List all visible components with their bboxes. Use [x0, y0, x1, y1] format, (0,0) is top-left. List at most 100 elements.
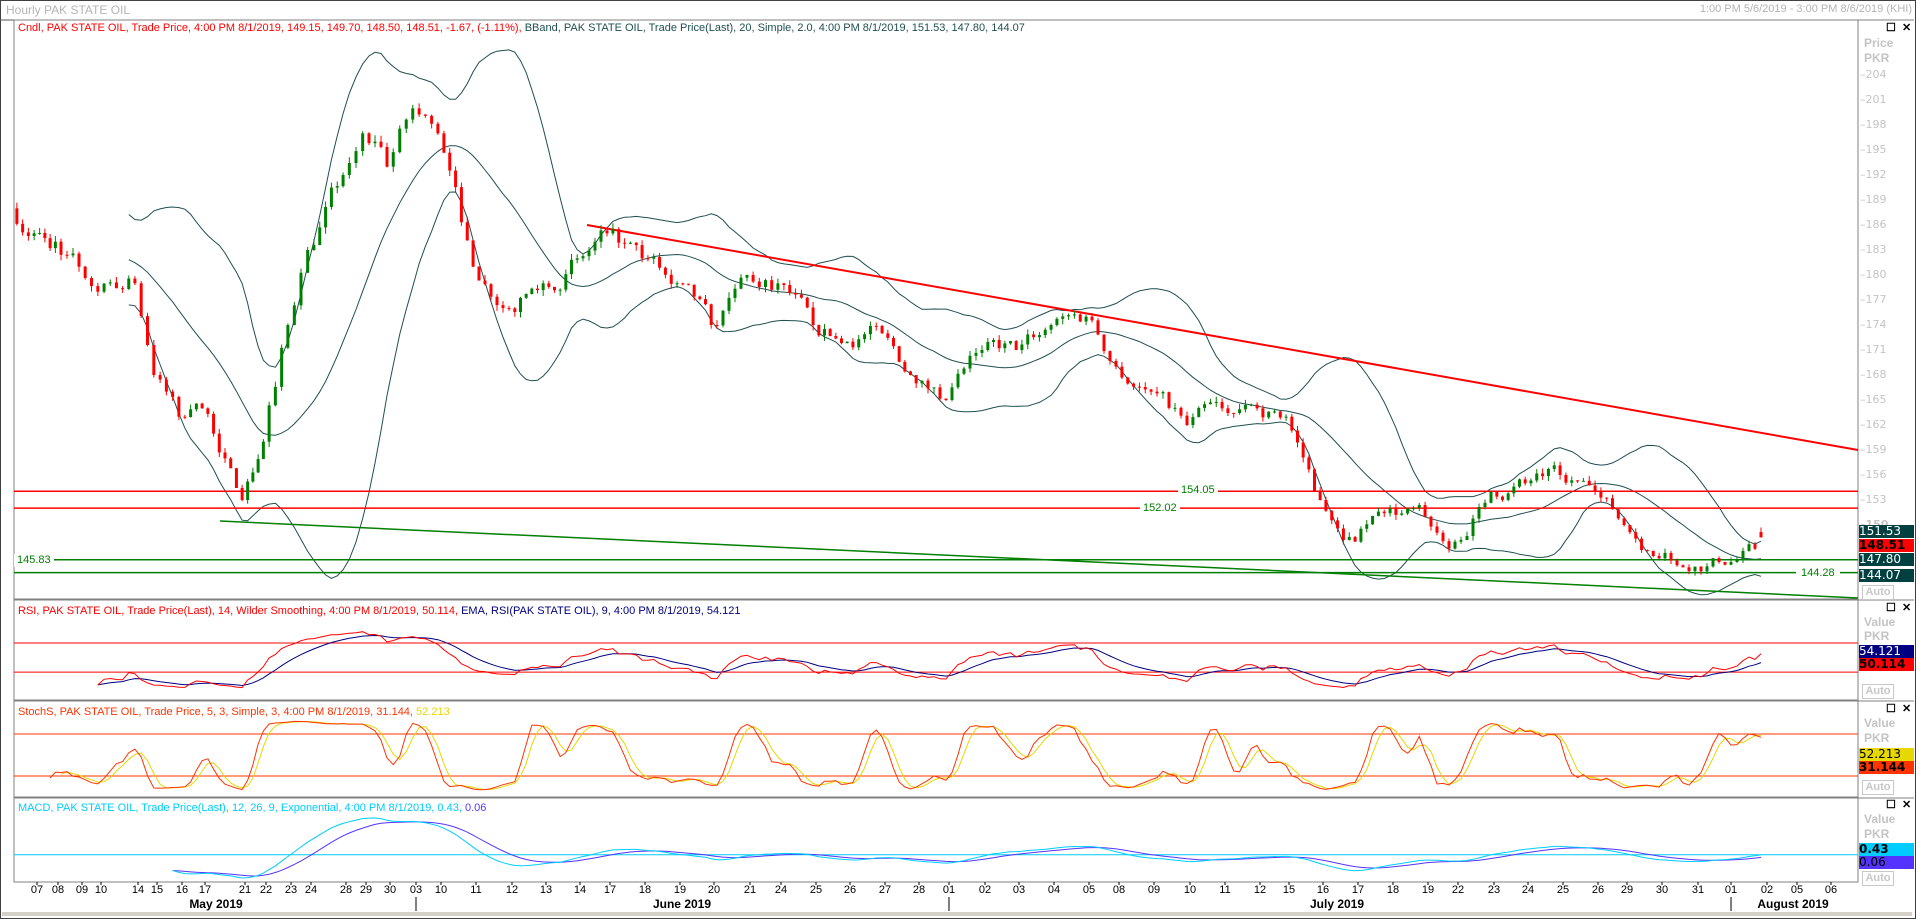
candle-body: [507, 308, 511, 310]
candle-body: [1137, 386, 1141, 388]
candle-body: [1220, 402, 1224, 409]
level-label-145: 145.83: [14, 554, 54, 567]
candle-body: [851, 341, 855, 348]
price-tick-label: –186: [1860, 218, 1887, 231]
candle-body: [1634, 532, 1638, 539]
date-tick-label: 19: [1421, 884, 1435, 896]
date-tick-label: 04: [1047, 884, 1061, 896]
candle-body: [1318, 491, 1322, 500]
panel-frame: [13, 19, 1859, 600]
date-tick-label: 20: [707, 884, 721, 896]
candle-body: [770, 280, 774, 290]
date-tick-label: 13: [539, 884, 553, 896]
candle-body: [834, 336, 838, 339]
candle-body: [704, 299, 707, 305]
candle-body: [530, 288, 534, 295]
date-tick-label: 16: [1316, 884, 1330, 896]
price-tick-label: –156: [1860, 468, 1887, 481]
candle-body: [306, 250, 310, 273]
candle-body: [1382, 511, 1386, 514]
price-tick-label: –195: [1860, 143, 1887, 156]
candle-body: [1214, 402, 1218, 404]
horizontal-scrollbar[interactable]: [2, 912, 1912, 916]
stoch-maximize-icon[interactable]: ☐: [1886, 703, 1896, 715]
candle-body: [1347, 536, 1351, 541]
rsi-close-icon[interactable]: ✕: [1902, 602, 1912, 614]
candle-body: [53, 241, 57, 249]
candle-body: [367, 133, 371, 144]
candle-body: [1324, 500, 1328, 511]
date-tick-label: 22: [259, 884, 273, 896]
candle-body: [1296, 430, 1299, 443]
candle-body: [920, 380, 924, 384]
candle-body: [108, 282, 112, 284]
candle-body: [1191, 417, 1195, 426]
candle-body: [1669, 552, 1673, 561]
candle-body: [240, 487, 244, 500]
stoch-close-icon[interactable]: ✕: [1902, 703, 1912, 715]
rsi-maximize-icon[interactable]: ☐: [1886, 602, 1896, 614]
candle-body: [675, 283, 679, 285]
candle-body: [1651, 550, 1655, 556]
candle-body: [962, 368, 966, 374]
candle-body: [121, 288, 125, 290]
candle-body: [329, 187, 333, 207]
candle-body: [1512, 486, 1516, 494]
rsi-axis-title: Value: [1864, 615, 1896, 629]
candle-body: [15, 208, 19, 224]
stoch-d-legend: 52.213: [416, 706, 450, 718]
candle-body: [926, 380, 930, 389]
candle-body: [1208, 402, 1212, 405]
candle-body: [1055, 318, 1059, 326]
close-icon[interactable]: ✕: [1902, 22, 1912, 34]
date-tick-label: 30: [383, 884, 397, 896]
date-tick-label: 14: [573, 884, 587, 896]
stoch-auto-button[interactable]: Auto: [1862, 780, 1894, 795]
candle-body: [373, 141, 377, 144]
candle-body: [398, 128, 402, 153]
stoch-k-line: [49, 720, 1762, 791]
price-tick-label: –165: [1860, 393, 1887, 406]
candle-body: [454, 170, 458, 188]
candle-body: [133, 278, 137, 284]
date-tick-label: 03: [1012, 884, 1026, 896]
bb-upper-value: 151.53: [1859, 525, 1914, 538]
candle-body: [658, 256, 662, 268]
date-tick-label: 17: [603, 884, 617, 896]
date-tick-label: 17: [1351, 884, 1365, 896]
rsi-ema-value: 54.121: [1859, 645, 1914, 658]
macd-axis-unit: PKR: [1864, 827, 1890, 841]
candle-body: [892, 337, 895, 347]
auto-scale-button[interactable]: Auto: [1862, 585, 1894, 600]
macd-maximize-icon[interactable]: ☐: [1886, 799, 1896, 811]
rsi-ema-legend: EMA, RSI(PAK STATE OIL), 9, 4:00 PM 8/1/…: [461, 605, 741, 617]
panel-frame: [13, 599, 1859, 701]
macd-close-icon[interactable]: ✕: [1902, 799, 1912, 811]
candle-body: [1753, 544, 1757, 549]
date-tick-label: 05: [1082, 884, 1096, 896]
date-tick-label: 28: [912, 884, 926, 896]
candle-body: [1411, 508, 1415, 510]
last-price-value: 148.51: [1859, 539, 1914, 552]
candle-body: [477, 266, 481, 281]
candle-body: [992, 339, 995, 342]
candle-body: [1465, 536, 1469, 541]
candle-body: [611, 229, 615, 234]
date-tick-label: 15: [150, 884, 164, 896]
candle-body: [938, 387, 942, 399]
candle-body: [1564, 475, 1568, 483]
candle-body: [1114, 360, 1118, 367]
macd-auto-button[interactable]: Auto: [1862, 871, 1894, 886]
candle-body: [617, 229, 621, 243]
rsi-auto-button[interactable]: Auto: [1862, 684, 1894, 699]
date-tick-label: 23: [1487, 884, 1501, 896]
candle-body: [1495, 491, 1499, 497]
candle-body: [1729, 562, 1733, 565]
candle-body: [1084, 316, 1088, 322]
candle-body: [312, 244, 316, 251]
candle-body: [1067, 315, 1071, 317]
candle-body: [1226, 408, 1230, 413]
price-tick-label: –159: [1860, 443, 1887, 456]
window-maximize-icon[interactable]: ☐: [1886, 22, 1896, 34]
